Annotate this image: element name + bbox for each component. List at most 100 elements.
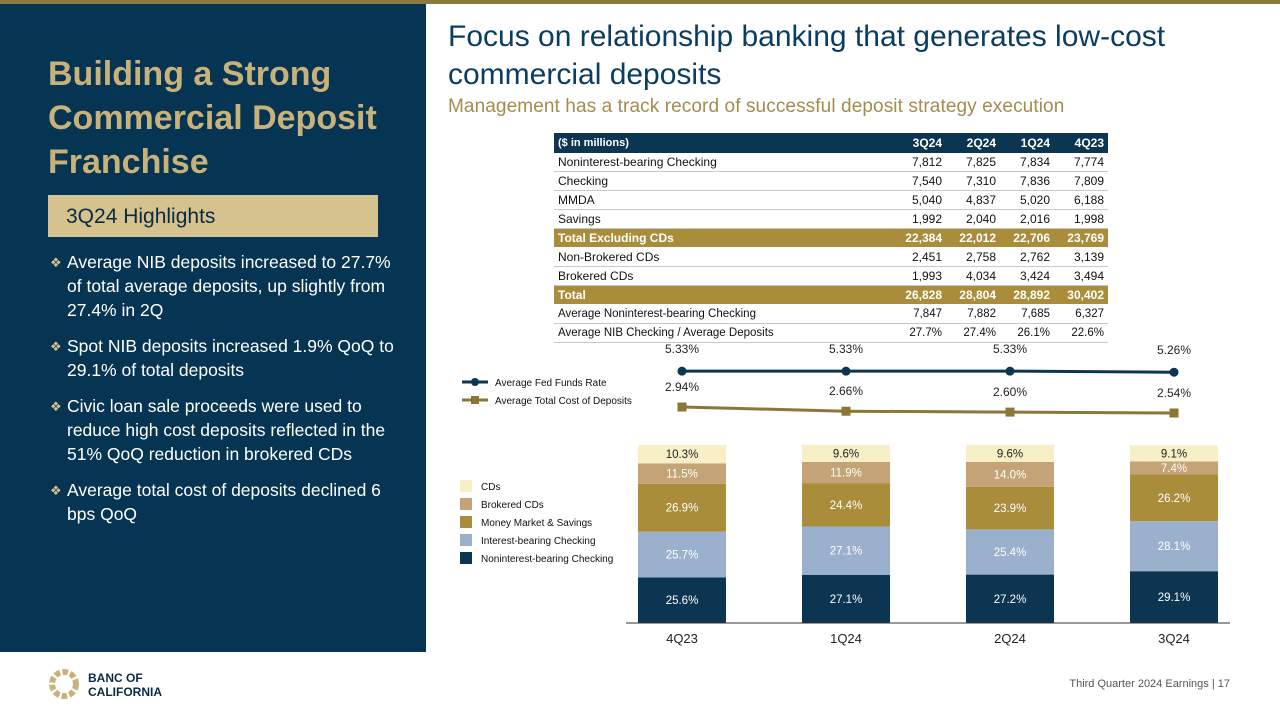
table-cell: 30,402 (1054, 285, 1108, 305)
row-label: Average Noninterest-bearing Checking (554, 304, 892, 324)
bar-value-label: 7.4% (1161, 463, 1187, 475)
deposit-table: ($ in millions) 3Q24 2Q24 1Q24 4Q23 Noni… (554, 133, 1108, 343)
rate-value-label: 5.33% (665, 342, 699, 356)
left-panel (0, 4, 426, 652)
table-row: Brokered CDs 1,993 4,034 3,424 3,494 (554, 266, 1108, 286)
rate-marker (677, 366, 687, 376)
table-cell: 4,837 (946, 190, 1000, 210)
legend-line-label: Average Fed Funds Rate (495, 378, 607, 389)
bar-value-label: 26.9% (666, 503, 699, 515)
table-cell: 1,998 (1054, 209, 1108, 229)
table-total-row: Total Excluding CDs 22,384 22,012 22,706 23,… (554, 228, 1108, 248)
page-subtitle: Management has a track record of success… (448, 96, 1065, 117)
bar-segment (802, 461, 890, 484)
highlight-bullet: ❖ Civic loan sale proceeds were used to r… (50, 394, 400, 466)
table-cell: 2,040 (946, 209, 1000, 229)
table-cell: 23,769 (1054, 228, 1108, 248)
bar-segment (802, 483, 890, 527)
table-cell: 22.6% (1054, 323, 1108, 343)
table-cell: 7,774 (1054, 153, 1108, 172)
legend-line-marker (471, 396, 479, 404)
table-cell: 2,016 (1000, 209, 1054, 229)
table-cell: 22,706 (1000, 228, 1054, 248)
table-row: Checking 7,540 7,310 7,836 7,809 (554, 171, 1108, 191)
table-cell: 28,804 (946, 285, 1000, 305)
column-header: 1Q24 (1000, 133, 1054, 153)
table-cell: 2,758 (946, 247, 1000, 267)
bar-value-label: 9.6% (997, 448, 1023, 460)
rate-value-label: 5.33% (829, 342, 863, 356)
bar-value-label: 11.9% (830, 468, 862, 480)
row-label: Noninterest-bearing Checking (554, 153, 892, 172)
table-cell: 7,809 (1054, 171, 1108, 191)
footer-page-info: Third Quarter 2024 Earnings | 17 (1069, 678, 1230, 690)
bar-segment (966, 444, 1054, 462)
diamond-bullet-icon: ❖ (50, 339, 62, 354)
table-cell: 4,034 (946, 266, 1000, 286)
column-header: 2Q24 (946, 133, 1000, 153)
table-header-row: ($ in millions) 3Q24 2Q24 1Q24 4Q23 (554, 133, 1108, 153)
table-cell: 7,685 (1000, 304, 1054, 324)
table-cell: 5,020 (1000, 190, 1054, 210)
legend-label: Money Market & Savings (481, 518, 592, 529)
bar-value-label: 25.4% (994, 547, 1027, 559)
bar-value-label: 27.1% (830, 546, 863, 558)
table-cell: 26,828 (892, 285, 946, 305)
bar-value-label: 9.1% (1161, 448, 1187, 460)
highlight-text: Civic loan sale proceeds were used to re… (67, 396, 386, 464)
table-row: MMDA 5,040 4,837 5,020 6,188 (554, 190, 1108, 210)
bar-segment (1130, 445, 1218, 462)
bar-segment (1130, 571, 1218, 623)
row-label: Total Excluding CDs (554, 228, 892, 248)
rate-marker (677, 402, 687, 412)
legend-swatch (460, 552, 472, 564)
highlights-header: 3Q24 Highlights (48, 195, 378, 237)
rate-value-label: 5.26% (1157, 343, 1191, 357)
row-label: Savings (554, 209, 892, 229)
logo-line: CALIFORNIA (88, 685, 162, 699)
legend-line-marker (471, 378, 479, 386)
bar-segment (638, 483, 726, 532)
table-cell: 1,993 (892, 266, 946, 286)
rate-line (681, 405, 1175, 415)
table-row: Average Noninterest-bearing Checking 7,84… (554, 304, 1108, 324)
table-cell: 5,040 (892, 190, 946, 210)
table-cell: 26.1% (1000, 323, 1054, 343)
row-label: Checking (554, 171, 892, 191)
bar-value-label: 25.7% (666, 550, 699, 562)
bar-segment (802, 526, 890, 575)
bar-value-label: 25.6% (666, 595, 699, 607)
table-cell: 22,012 (946, 228, 1000, 248)
legend-swatch (460, 534, 472, 546)
table-total-row: Total 26,828 28,804 28,892 30,402 (554, 285, 1108, 305)
table-cell: 3,494 (1054, 266, 1108, 286)
table-row: Savings 1,992 2,040 2,016 1,998 (554, 209, 1108, 229)
bar-segment (966, 461, 1054, 487)
table-cell: 7,834 (1000, 153, 1054, 172)
legend-label: CDs (481, 482, 500, 493)
table-cell: 7,812 (892, 153, 946, 172)
rate-value-label: 2.66% (829, 384, 863, 398)
bar-segment (966, 574, 1054, 623)
bar-segment (638, 531, 726, 578)
top-accent-bar (0, 0, 1280, 4)
highlight-bullet: ❖ Average NIB deposits increased to 27.7%… (50, 250, 400, 322)
diamond-bullet-icon: ❖ (50, 483, 62, 498)
bar-segment (966, 529, 1054, 575)
column-header: 4Q23 (1054, 133, 1108, 153)
bar-value-label: 14.0% (994, 469, 1027, 481)
rate-marker (1005, 366, 1015, 376)
column-header: 3Q24 (892, 133, 946, 153)
rate-value-label: 5.33% (993, 342, 1027, 356)
table-row: Average NIB Checking / Average Deposits 2… (554, 323, 1108, 343)
highlight-text: Spot NIB deposits increased 1.9% QoQ to … (67, 336, 394, 380)
table-cell: 27.7% (892, 323, 946, 343)
section-title: Building a Strong Commercial Deposit Fra… (48, 55, 377, 181)
x-tick-label: 2Q24 (994, 631, 1026, 646)
table-cell: 1,992 (892, 209, 946, 229)
legend-line-label: Average Total Cost of Deposits (495, 396, 632, 407)
bar-segment (1130, 521, 1218, 572)
logo-text: BANC OF CALIFORNIA (88, 671, 162, 699)
table-cell: 22,384 (892, 228, 946, 248)
highlight-bullet: ❖ Average total cost of deposits declined… (50, 478, 400, 526)
